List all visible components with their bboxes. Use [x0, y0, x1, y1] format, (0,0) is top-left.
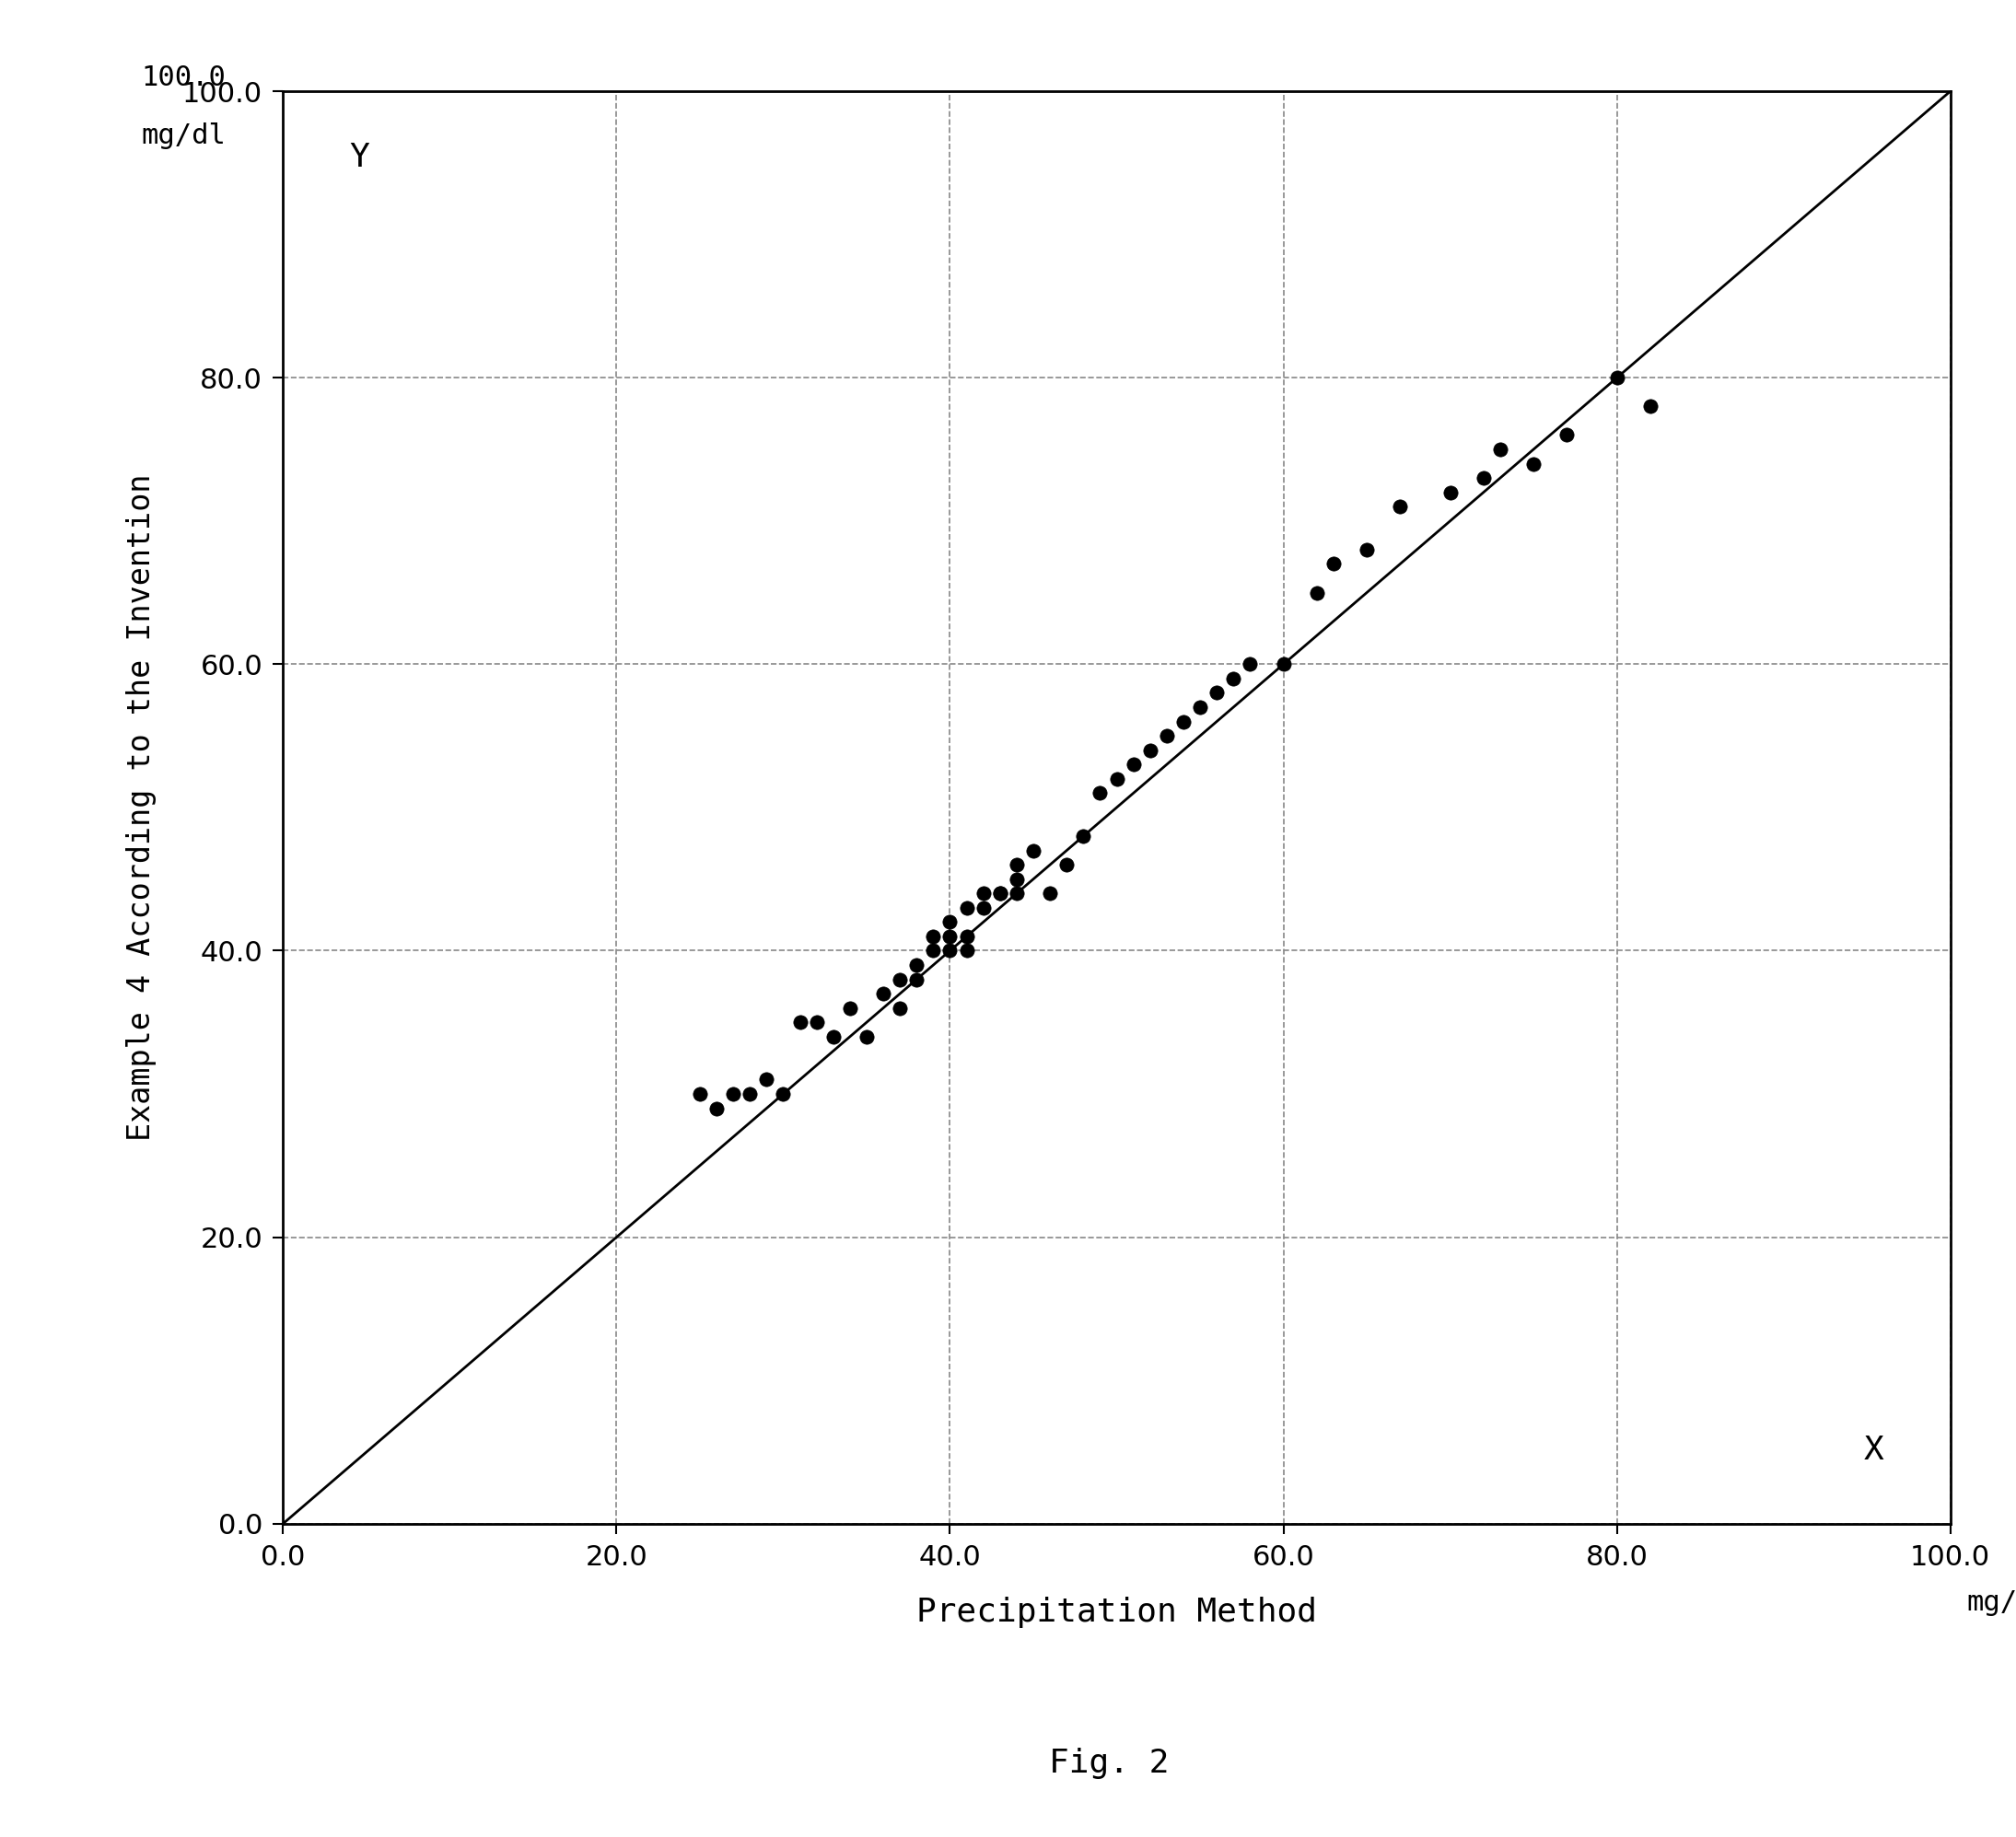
- Point: [950, 922, 982, 952]
- Point: [917, 937, 950, 966]
- Point: [1117, 749, 1149, 779]
- Point: [1550, 421, 1583, 450]
- Point: [750, 1065, 782, 1095]
- Point: [1101, 764, 1133, 794]
- Point: [933, 922, 966, 952]
- Point: [1383, 492, 1415, 522]
- X-axis label: Precipitation Method: Precipitation Method: [917, 1596, 1316, 1628]
- Point: [883, 964, 915, 994]
- Point: [784, 1009, 816, 1038]
- Point: [835, 994, 867, 1023]
- Text: mg/dl: mg/dl: [1968, 1589, 2016, 1617]
- Text: 100.0: 100.0: [141, 64, 226, 92]
- Point: [950, 937, 982, 966]
- Point: [933, 907, 966, 937]
- Point: [700, 1093, 732, 1122]
- Point: [1000, 865, 1032, 895]
- Point: [1316, 549, 1349, 579]
- Point: [950, 893, 982, 922]
- Point: [867, 979, 899, 1009]
- Point: [768, 1080, 800, 1110]
- Point: [1050, 851, 1083, 880]
- Point: [734, 1080, 766, 1110]
- Point: [984, 878, 1016, 907]
- Point: [1484, 435, 1516, 465]
- Point: [1183, 693, 1216, 722]
- Point: [933, 937, 966, 966]
- Point: [1085, 779, 1117, 808]
- Point: [1151, 722, 1183, 751]
- Point: [718, 1080, 750, 1110]
- Point: [1234, 650, 1266, 680]
- Point: [984, 878, 1016, 907]
- Point: [901, 950, 933, 979]
- Point: [683, 1080, 716, 1110]
- Point: [1167, 707, 1200, 737]
- Text: Fig. 2: Fig. 2: [1048, 1747, 1169, 1780]
- Text: mg/dl: mg/dl: [141, 92, 226, 149]
- Point: [1268, 650, 1300, 680]
- Point: [1202, 678, 1234, 707]
- Point: [1034, 878, 1066, 907]
- Point: [816, 1021, 849, 1051]
- Point: [1351, 535, 1383, 564]
- Point: [917, 922, 950, 952]
- Point: [1468, 463, 1500, 492]
- Point: [1635, 391, 1667, 421]
- Point: [883, 994, 915, 1023]
- Point: [1000, 878, 1032, 907]
- Point: [968, 878, 1000, 907]
- Point: [901, 964, 933, 994]
- Point: [1000, 851, 1032, 880]
- Text: Y: Y: [349, 141, 369, 173]
- Text: X: X: [1863, 1435, 1883, 1466]
- Point: [1601, 364, 1633, 393]
- Point: [1133, 735, 1165, 764]
- Point: [1433, 478, 1466, 507]
- Point: [1218, 663, 1250, 693]
- Point: [1066, 821, 1099, 851]
- Point: [800, 1009, 833, 1038]
- Point: [968, 893, 1000, 922]
- Point: [1300, 579, 1333, 608]
- Point: [1518, 448, 1550, 478]
- Point: [1018, 836, 1050, 865]
- Y-axis label: Example 4 According to the Invention: Example 4 According to the Invention: [127, 474, 157, 1141]
- Point: [851, 1021, 883, 1051]
